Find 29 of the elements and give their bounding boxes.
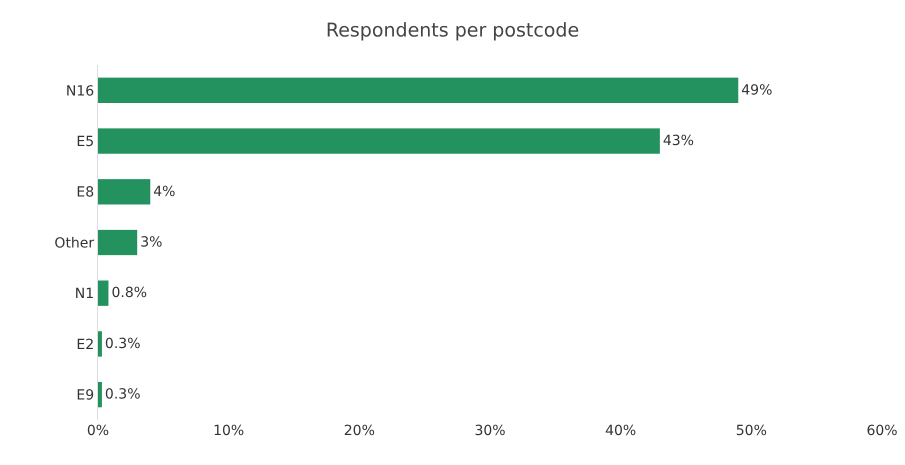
data-label: 0.3% — [104, 336, 140, 352]
data-label: 4% — [153, 184, 176, 200]
bar — [98, 128, 660, 154]
x-tick-label: 30% — [474, 423, 506, 439]
y-tick-label: E2 — [76, 336, 94, 353]
x-tick-label: 0% — [86, 423, 110, 439]
data-label: 0.3% — [104, 386, 140, 403]
x-tick-label: 40% — [605, 423, 636, 439]
chart-title: Respondents per postcode — [326, 20, 580, 42]
bar — [98, 179, 150, 204]
bar — [98, 280, 108, 306]
x-tick-label: 50% — [736, 423, 767, 439]
bar — [98, 382, 102, 408]
y-tick-label: E9 — [76, 388, 94, 404]
bar — [98, 78, 738, 104]
data-label: 0.8% — [111, 285, 148, 302]
y-tick-label: N1 — [74, 286, 94, 302]
x-tick-label: 60% — [866, 423, 898, 439]
data-label: 49% — [741, 82, 772, 98]
y-tick-label: E5 — [76, 134, 94, 150]
bar — [98, 230, 138, 256]
y-tick-label: N16 — [66, 83, 94, 100]
data-label: 3% — [140, 234, 162, 250]
y-tick-label: E8 — [76, 184, 94, 201]
x-tick-label: 10% — [213, 423, 244, 439]
y-tick-label: Other — [54, 235, 94, 252]
data-label: 43% — [662, 133, 694, 150]
x-tick-label: 20% — [344, 423, 375, 439]
bar — [98, 331, 102, 357]
